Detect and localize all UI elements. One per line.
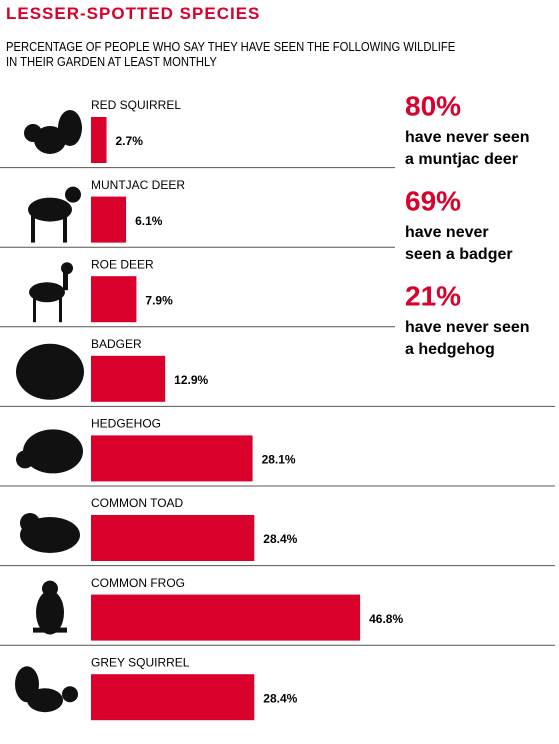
category-label: GREY SQUIRREL — [91, 655, 190, 669]
annotation-text: have never seen — [405, 319, 530, 336]
animal-icon — [33, 627, 67, 633]
animal-icon — [20, 513, 40, 533]
bar — [91, 276, 137, 323]
category-label: MUNTJAC DEER — [91, 178, 185, 192]
animal-icon — [16, 450, 34, 469]
value-label: 2.7% — [116, 134, 144, 148]
category-label: HEDGEHOG — [91, 417, 161, 431]
animal-icon — [23, 429, 83, 474]
annotation-text: seen a badger — [405, 246, 513, 263]
value-label: 28.1% — [262, 453, 296, 467]
annotation-figure: 69% — [405, 185, 461, 216]
bar — [91, 117, 107, 163]
annotation-text: a muntjac deer — [405, 151, 518, 168]
animal-icon — [24, 124, 42, 142]
animal-icon — [58, 110, 82, 146]
bar — [91, 674, 255, 721]
value-label: 28.4% — [263, 532, 297, 546]
bar — [91, 594, 361, 641]
animal-icon — [28, 197, 72, 222]
bar — [91, 196, 127, 243]
category-label: COMMON TOAD — [91, 496, 184, 510]
animal-icon — [29, 282, 65, 303]
category-label: ROE DEER — [91, 257, 154, 271]
animal-icon — [42, 580, 58, 597]
bar — [91, 515, 255, 561]
annotation-text: a hedgehog — [405, 341, 495, 358]
chart-title: LESSER-SPOTTED SPECIES — [6, 4, 261, 23]
value-label: 7.9% — [145, 293, 173, 307]
animal-icon — [36, 590, 64, 635]
bar — [91, 435, 253, 482]
animal-icon — [63, 270, 68, 291]
annotation-figure: 80% — [405, 90, 461, 121]
value-label: 46.8% — [369, 612, 403, 626]
chart-subtitle: PERCENTAGE OF PEOPLE WHO SAY THEY HAVE S… — [6, 40, 456, 69]
animal-icon — [63, 214, 67, 243]
category-label: RED SQUIRREL — [91, 98, 181, 112]
annotation-text: have never — [405, 224, 489, 241]
animal-icon — [31, 214, 35, 243]
bar — [91, 355, 166, 402]
annotation-text: have never seen — [405, 129, 530, 146]
animal-icon — [59, 296, 62, 323]
category-label: COMMON FROG — [91, 576, 185, 590]
value-label: 6.1% — [135, 214, 163, 228]
animal-icon — [33, 296, 36, 323]
animal-icon — [65, 186, 81, 203]
annotation-figure: 21% — [405, 280, 461, 311]
animal-icon — [15, 666, 39, 703]
value-label: 12.9% — [174, 373, 208, 387]
animal-icon — [16, 343, 84, 400]
category-label: BADGER — [91, 337, 142, 351]
value-label: 28.4% — [263, 691, 297, 705]
animal-icon — [62, 686, 78, 703]
